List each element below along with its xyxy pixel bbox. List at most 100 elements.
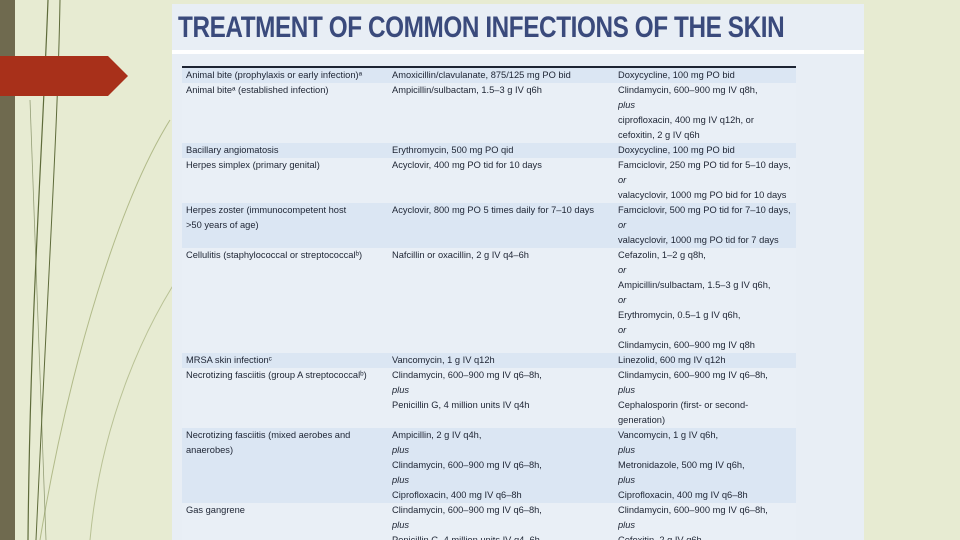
- alternative-therapy-cell: Cefazolin, 1–2 g q8h, or Ampicillin/sulbac…: [614, 248, 796, 353]
- red-arrow-shape: [0, 56, 128, 96]
- table-row: Gas gangrene Clindamycin, 600–900 mg IV q…: [182, 503, 796, 540]
- alternative-therapy-cell: Clindamycin, 600–900 mg IV q8h, plus cipro…: [614, 83, 796, 143]
- cell-line: Clindamycin, 600–900 mg IV q6–8h,: [392, 460, 542, 470]
- cell-line: Nafcillin or oxacillin, 2 g IV q4–6h: [392, 250, 529, 260]
- cell-line: valacyclovir, 1000 mg PO tid for 7 days: [618, 235, 779, 245]
- cell-line: cefoxitin, 2 g IV q6h: [618, 130, 700, 140]
- cell-line: Famciclovir, 250 mg PO tid for 5–10 days…: [618, 160, 791, 170]
- alternative-therapy-cell: Clindamycin, 600–900 mg IV q6–8h, plus Cef…: [614, 503, 796, 540]
- table-row: Necrotizing fasciitis (group A streptoco…: [182, 368, 796, 428]
- cell-line: Erythromycin, 0.5–1 g IV q6h,: [618, 310, 741, 320]
- table-row: Animal bite (prophylaxis or early infect…: [182, 68, 796, 83]
- cell-line: Vancomycin, 1 g IV q6h,: [618, 430, 719, 440]
- cell-line: Herpes zoster (immunocompetent host: [186, 205, 347, 215]
- primary-therapy-cell: Acyclovir, 400 mg PO tid for 10 days: [388, 158, 614, 203]
- cell-line: anaerobes): [186, 445, 234, 455]
- cell-line: Cephalosporin (first- or second-: [618, 400, 749, 410]
- cell-line: valacyclovir, 1000 mg PO bid for 10 days: [618, 190, 787, 200]
- condition-cell: MRSA skin infectionᶜ: [182, 353, 388, 368]
- title-band: TREATMENT OF COMMON INFECTIONS OF THE SK…: [172, 4, 864, 50]
- cell-line: or: [618, 295, 627, 305]
- table-row: MRSA skin infectionᶜ Vancomycin, 1 g IV q…: [182, 353, 796, 368]
- table-row: Cellulitis (staphylococcal or streptococ…: [182, 248, 796, 353]
- cell-line: Clindamycin, 600–900 mg IV q6–8h,: [392, 370, 542, 380]
- title-divider: [172, 50, 864, 54]
- cell-line: Clindamycin, 600–900 mg IV q8h,: [618, 85, 758, 95]
- alternative-therapy-cell: Doxycycline, 100 mg PO bid: [614, 68, 796, 83]
- cell-line: Acyclovir, 800 mg PO 5 times daily for 7…: [392, 205, 595, 215]
- cell-line: plus: [618, 385, 636, 395]
- cell-line: Cefoxitin, 2 g IV q6h: [618, 535, 702, 540]
- cell-line: plus: [392, 475, 410, 485]
- cell-line: generation): [618, 415, 666, 425]
- cell-line: Linezolid, 600 mg IV q12h: [618, 355, 726, 365]
- table-row: Herpes zoster (immunocompetent host >50 y…: [182, 203, 796, 248]
- cell-line: Doxycycline, 100 mg PO bid: [618, 145, 735, 155]
- table-image: TREATMENT OF COMMON INFECTIONS OF THE SK…: [172, 4, 864, 540]
- cell-line: or: [618, 325, 627, 335]
- primary-therapy-cell: Clindamycin, 600–900 mg IV q6–8h, plus Pen…: [388, 368, 614, 428]
- cell-line: plus: [392, 445, 410, 455]
- cell-line: or: [618, 175, 627, 185]
- cell-line: Necrotizing fasciitis (mixed aerobes and: [186, 430, 351, 440]
- cell-line: Clindamycin, 600–900 mg IV q6–8h,: [618, 370, 768, 380]
- cell-line: Necrotizing fasciitis (group A streptoco…: [186, 370, 367, 380]
- page-title: TREATMENT OF COMMON INFECTIONS OF THE SK…: [178, 11, 785, 44]
- primary-therapy-cell: Erythromycin, 500 mg PO qid: [388, 143, 614, 158]
- cell-line: Ampicillin/sulbactam, 1.5–3 g IV q6h,: [618, 280, 771, 290]
- condition-cell: Cellulitis (staphylococcal or streptococ…: [182, 248, 388, 353]
- cell-line: plus: [392, 385, 410, 395]
- cell-line: Herpes simplex (primary genital): [186, 160, 320, 170]
- primary-therapy-cell: Amoxicillin/clavulanate, 875/125 mg PO b…: [388, 68, 614, 83]
- condition-cell: Herpes simplex (primary genital): [182, 158, 388, 203]
- condition-cell: Herpes zoster (immunocompetent host >50 y…: [182, 203, 388, 248]
- cell-line: ciprofloxacin, 400 mg IV q12h, or: [618, 115, 754, 125]
- cell-line: Erythromycin, 500 mg PO qid: [392, 145, 514, 155]
- cell-line: or: [618, 220, 627, 230]
- condition-cell: Animal bite (prophylaxis or early infect…: [182, 68, 388, 83]
- table-row: Bacillary angiomatosis Erythromycin, 500 …: [182, 143, 796, 158]
- cell-line: Clindamycin, 600–900 mg IV q6–8h,: [392, 505, 542, 515]
- cell-line: Acyclovir, 400 mg PO tid for 10 days: [392, 160, 542, 170]
- primary-therapy-cell: Acyclovir, 800 mg PO 5 times daily for 7…: [388, 203, 614, 248]
- alternative-therapy-cell: Vancomycin, 1 g IV q6h, plus Metronidazole…: [614, 428, 796, 503]
- cell-line: Ciprofloxacin, 400 mg IV q6–8h: [392, 490, 522, 500]
- alternative-therapy-cell: Famciclovir, 500 mg PO tid for 7–10 days…: [614, 203, 796, 248]
- primary-therapy-cell: Ampicillin/sulbactam, 1.5–3 g IV q6h: [388, 83, 614, 143]
- cell-line: Animal biteᵃ (established infection): [186, 85, 329, 95]
- cell-line: Amoxicillin/clavulanate, 875/125 mg PO b…: [392, 70, 571, 80]
- condition-cell: Animal biteᵃ (established infection): [182, 83, 388, 143]
- table-row: Necrotizing fasciitis (mixed aerobes and…: [182, 428, 796, 503]
- sidebar-strip: [0, 0, 15, 540]
- primary-therapy-cell: Nafcillin or oxacillin, 2 g IV q4–6h: [388, 248, 614, 353]
- cell-line: Penicillin G, 4 million units IV q4h: [392, 400, 530, 410]
- alternative-therapy-cell: Linezolid, 600 mg IV q12h: [614, 353, 796, 368]
- condition-cell: Necrotizing fasciitis (group A streptoco…: [182, 368, 388, 428]
- cell-line: Ampicillin/sulbactam, 1.5–3 g IV q6h: [392, 85, 542, 95]
- cell-line: Bacillary angiomatosis: [186, 145, 279, 155]
- cell-line: Gas gangrene: [186, 505, 245, 515]
- cell-line: Clindamycin, 600–900 mg IV q6–8h,: [618, 505, 768, 515]
- alternative-therapy-cell: Clindamycin, 600–900 mg IV q6–8h, plus Cep…: [614, 368, 796, 428]
- condition-cell: Bacillary angiomatosis: [182, 143, 388, 158]
- cell-line: Vancomycin, 1 g IV q12h: [392, 355, 495, 365]
- cell-line: or: [618, 265, 627, 275]
- alternative-therapy-cell: Famciclovir, 250 mg PO tid for 5–10 days…: [614, 158, 796, 203]
- cell-line: plus: [618, 475, 636, 485]
- cell-line: Doxycycline, 100 mg PO bid: [618, 70, 735, 80]
- primary-therapy-cell: Vancomycin, 1 g IV q12h: [388, 353, 614, 368]
- cell-line: Cefazolin, 1–2 g q8h,: [618, 250, 706, 260]
- cell-line: plus: [618, 445, 636, 455]
- alternative-therapy-cell: Doxycycline, 100 mg PO bid: [614, 143, 796, 158]
- table-row: Herpes simplex (primary genital) Acyclovi…: [182, 158, 796, 203]
- cell-line: Penicillin G, 4 million units IV q4–6h: [392, 535, 540, 540]
- table-row: Animal biteᵃ (established infection) Ampi…: [182, 83, 796, 143]
- primary-therapy-cell: Clindamycin, 600–900 mg IV q6–8h, plus Pen…: [388, 503, 614, 540]
- condition-cell: Necrotizing fasciitis (mixed aerobes and…: [182, 428, 388, 503]
- cell-line: >50 years of age): [186, 220, 259, 230]
- cell-line: Metronidazole, 500 mg IV q6h,: [618, 460, 745, 470]
- cell-line: plus: [618, 520, 636, 530]
- cell-line: plus: [392, 520, 410, 530]
- cell-line: Animal bite (prophylaxis or early infect…: [186, 70, 363, 80]
- cell-line: Cellulitis (staphylococcal or streptococ…: [186, 250, 363, 260]
